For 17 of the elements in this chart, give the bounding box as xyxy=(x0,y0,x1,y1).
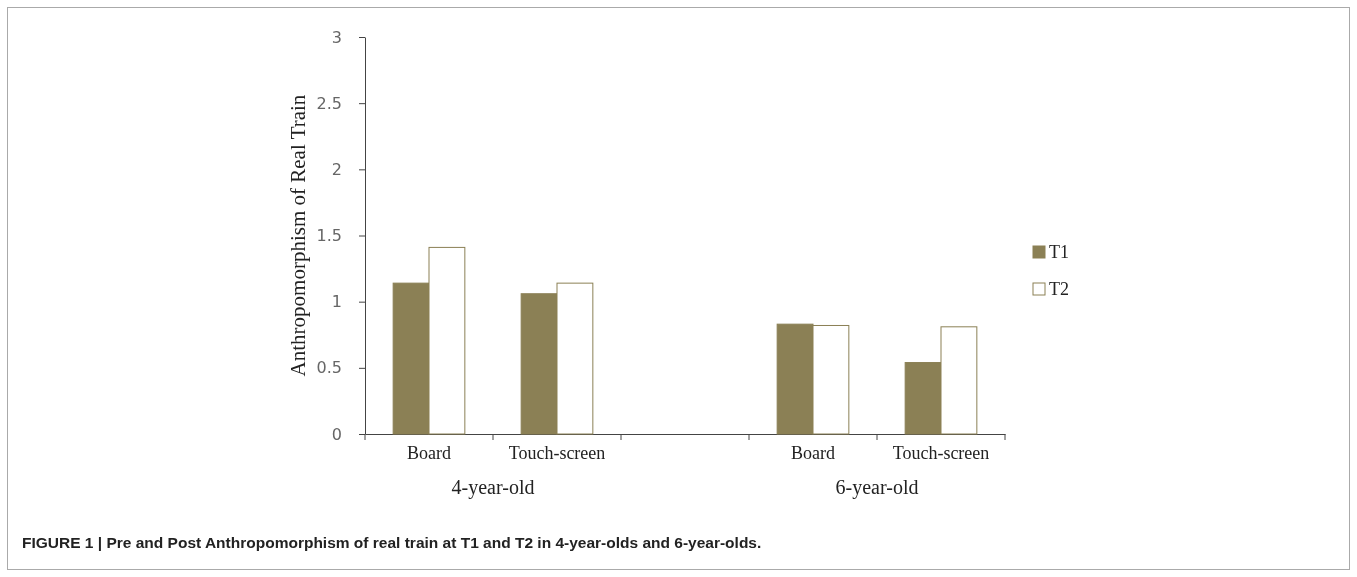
y-tick-label: 3 xyxy=(331,27,342,47)
x-tick-label: Board xyxy=(791,443,835,463)
y-tick-label: 0 xyxy=(331,424,342,444)
legend-label: T1 xyxy=(1049,242,1069,262)
caption: FIGURE 1 | Pre and Post Anthropomorphism of real train at T1 and T2 in 4-year-olds and 6-year-olds. xyxy=(22,534,762,551)
y-tick-label: 2.5 xyxy=(316,93,342,113)
y-tick-label: 0.5 xyxy=(316,358,342,378)
x-tick-label: Touch-screen xyxy=(508,443,606,463)
text: 4-year-old xyxy=(451,476,535,499)
x-tick-label: Board xyxy=(407,443,451,463)
y-axis-title: Anthropomorphism of Real Train xyxy=(286,94,310,377)
text: 6-year-old xyxy=(835,476,919,499)
y-tick-label: 1.5 xyxy=(316,226,342,246)
legend-label: T2 xyxy=(1049,279,1069,299)
y-tick-label: 2 xyxy=(331,159,342,179)
y-tick-label: 1 xyxy=(331,292,342,312)
x-tick-label: Touch-screen xyxy=(892,443,990,463)
